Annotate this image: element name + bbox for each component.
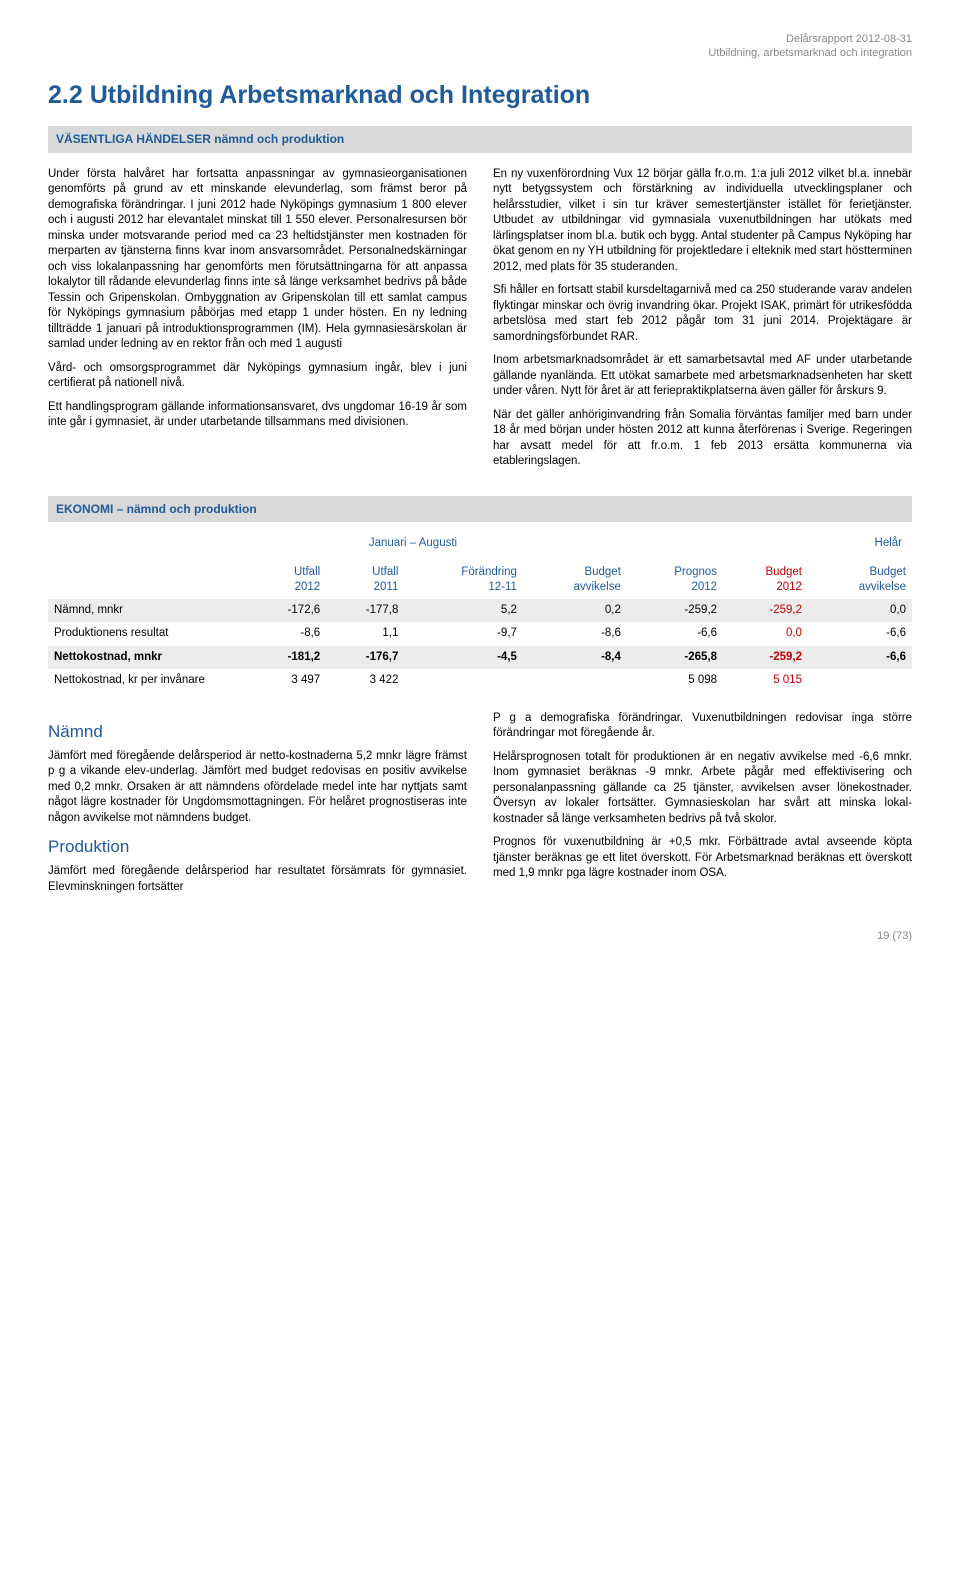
section-bar-economy: EKONOMI – nämnd och produktion (48, 496, 912, 522)
header-line-1: Delårsrapport 2012-08-31 (48, 32, 912, 46)
footer-page-number: 19 (73) (48, 929, 912, 944)
table-header-row: Utfall2012 Utfall2011 Förändring12-11 Bu… (48, 562, 912, 599)
bottom-right-p3: Prognos för vuxenutbildning är +0,5 mkr.… (493, 835, 912, 882)
th-budget-avvikelse-2: Budgetavvikelse (808, 562, 912, 599)
bottom-columns: Nämnd Jämfört med föregående delårsperio… (48, 711, 912, 903)
economy-table-wrap: Januari – Augusti Helår Utfall2012 Utfal… (48, 536, 912, 693)
economy-table: Utfall2012 Utfall2011 Förändring12-11 Bu… (48, 562, 912, 693)
section-bar-events: VÄSENTLIGA HÄNDELSER nämnd och produktio… (48, 126, 912, 152)
events-right-col: En ny vuxenförordning Vux 12 börjar gäll… (493, 167, 912, 478)
period-label-2: Helår (558, 536, 912, 552)
table-row: Nettokostnad, kr per invånare3 4973 422 5… (48, 669, 912, 693)
bottom-right-p2: Helårsprognosen totalt för produktionen … (493, 750, 912, 828)
table-cell: 1,1 (326, 622, 404, 646)
table-cell: -4,5 (404, 646, 523, 670)
bottom-left-p2: Jämfört med föregående delårsperiod har … (48, 864, 467, 895)
th-forandring: Förändring12-11 (404, 562, 523, 599)
events-right-p2: Sfi håller en fortsatt stabil kursdeltag… (493, 283, 912, 345)
table-cell: -6,6 (627, 622, 723, 646)
th-budget-avvikelse-1: Budgetavvikelse (523, 562, 627, 599)
table-cell: 0,0 (808, 599, 912, 623)
table-row: Nämnd, mnkr-172,6-177,85,20,2-259,2-259,… (48, 599, 912, 623)
header-line-2: Utbildning, arbetsmarknad och integratio… (48, 46, 912, 60)
period-spacer (48, 536, 268, 552)
events-right-p4: När det gäller anhöriginvandring från So… (493, 408, 912, 470)
table-cell: 0,2 (523, 599, 627, 623)
table-cell: 5 098 (627, 669, 723, 693)
bottom-right-p1: P g a demografiska förändringar. Vuxenut… (493, 711, 912, 742)
events-right-p3: Inom arbetsmarknadsområdet är ett samarb… (493, 353, 912, 400)
bottom-right-col: P g a demografiska förändringar. Vuxenut… (493, 711, 912, 903)
header-meta: Delårsrapport 2012-08-31 Utbildning, arb… (48, 32, 912, 61)
table-cell: -172,6 (248, 599, 326, 623)
table-cell: 5 015 (723, 669, 808, 693)
table-cell: Produktionens resultat (48, 622, 248, 646)
page-title: 2.2 Utbildning Arbetsmarknad och Integra… (48, 79, 912, 113)
table-row: Produktionens resultat-8,61,1-9,7-8,6-6,… (48, 622, 912, 646)
table-cell: -6,6 (808, 622, 912, 646)
table-cell: -8,6 (248, 622, 326, 646)
table-cell: 0,0 (723, 622, 808, 646)
th-utfall-2012: Utfall2012 (248, 562, 326, 599)
table-cell: -265,8 (627, 646, 723, 670)
events-right-p1: En ny vuxenförordning Vux 12 börjar gäll… (493, 167, 912, 276)
table-cell: -9,7 (404, 622, 523, 646)
bottom-left-p1: Jämfört med föregående delårsperiod är n… (48, 749, 467, 827)
period-row: Januari – Augusti Helår (48, 536, 912, 552)
table-cell: 3 497 (248, 669, 326, 693)
table-cell: -8,6 (523, 622, 627, 646)
events-left-p1: Under första halvåret har fortsatta anpa… (48, 167, 467, 353)
table-cell: 3 422 (326, 669, 404, 693)
table-cell (523, 669, 627, 693)
table-cell: -6,6 (808, 646, 912, 670)
events-left-p3: Ett handlingsprogram gällande informatio… (48, 400, 467, 431)
period-label-1: Januari – Augusti (268, 536, 558, 552)
events-columns: Under första halvåret har fortsatta anpa… (48, 167, 912, 478)
th-utfall-2011: Utfall2011 (326, 562, 404, 599)
table-cell (404, 669, 523, 693)
table-cell: Nämnd, mnkr (48, 599, 248, 623)
table-cell: Nettokostnad, kr per invånare (48, 669, 248, 693)
events-left-col: Under första halvåret har fortsatta anpa… (48, 167, 467, 478)
sub-title-namnd: Nämnd (48, 721, 467, 744)
table-cell: -177,8 (326, 599, 404, 623)
table-cell: -259,2 (723, 646, 808, 670)
table-cell: -259,2 (723, 599, 808, 623)
events-left-p2: Vård- och omsorgsprogrammet där Nyköping… (48, 361, 467, 392)
table-cell: Nettokostnad, mnkr (48, 646, 248, 670)
table-cell: -8,4 (523, 646, 627, 670)
table-cell: -176,7 (326, 646, 404, 670)
table-cell: -259,2 (627, 599, 723, 623)
table-cell: 5,2 (404, 599, 523, 623)
table-cell (808, 669, 912, 693)
table-cell: -181,2 (248, 646, 326, 670)
th-empty (48, 562, 248, 599)
sub-title-produktion: Produktion (48, 836, 467, 859)
th-budget-2012: Budget2012 (723, 562, 808, 599)
table-row: Nettokostnad, mnkr-181,2-176,7-4,5-8,4-2… (48, 646, 912, 670)
th-prognos: Prognos2012 (627, 562, 723, 599)
bottom-left-col: Nämnd Jämfört med föregående delårsperio… (48, 711, 467, 903)
